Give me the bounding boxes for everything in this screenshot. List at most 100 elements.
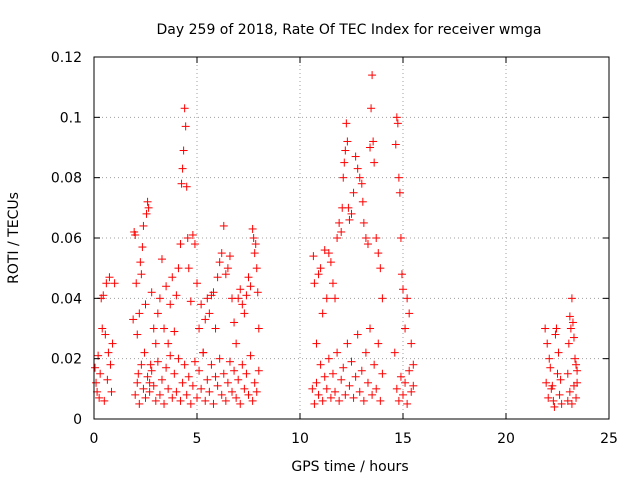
data-point — [162, 363, 171, 372]
data-point — [190, 240, 199, 249]
data-point — [182, 390, 191, 399]
data-point — [172, 291, 181, 300]
data-point — [197, 384, 206, 393]
data-point — [366, 324, 375, 333]
data-point — [143, 372, 152, 381]
data-point — [153, 357, 162, 366]
data-point — [248, 396, 257, 405]
data-point — [213, 381, 222, 390]
data-point — [392, 113, 401, 122]
data-point — [376, 264, 385, 273]
data-point — [567, 399, 576, 408]
data-point — [151, 339, 160, 348]
data-point — [549, 396, 558, 405]
data-point — [254, 366, 263, 375]
data-point — [199, 348, 208, 357]
data-point — [251, 240, 260, 249]
data-point — [324, 249, 333, 258]
data-point — [405, 309, 414, 318]
data-point — [254, 324, 263, 333]
data-point — [164, 339, 173, 348]
data-point — [155, 294, 164, 303]
data-point — [318, 309, 327, 318]
data-point — [209, 399, 218, 408]
data-point — [132, 279, 141, 288]
data-point — [370, 360, 379, 369]
data-point — [378, 294, 387, 303]
data-point — [217, 390, 226, 399]
data-point — [314, 270, 323, 279]
data-point — [172, 387, 181, 396]
data-point — [183, 234, 192, 242]
data-point — [217, 249, 226, 258]
data-point — [550, 402, 559, 411]
data-point — [568, 318, 577, 327]
data-point — [174, 264, 183, 273]
data-point — [184, 264, 193, 273]
data-point — [153, 309, 162, 318]
data-point — [102, 279, 111, 288]
chart-title: Day 259 of 2018, Rate Of TEC Index for r… — [157, 22, 542, 38]
data-point — [357, 366, 366, 375]
data-point — [142, 209, 151, 218]
data-point — [309, 252, 318, 261]
data-point — [310, 279, 319, 288]
data-point — [543, 339, 552, 348]
data-point — [240, 384, 249, 393]
data-point — [359, 218, 368, 227]
data-point — [396, 234, 405, 242]
data-point — [234, 294, 243, 303]
data-point — [201, 396, 210, 405]
data-point — [328, 369, 337, 378]
data-point — [351, 152, 360, 161]
data-point — [225, 357, 234, 366]
data-point — [563, 369, 572, 378]
data-point — [138, 243, 147, 252]
data-point — [353, 164, 362, 173]
data-point — [228, 387, 237, 396]
data-point — [162, 282, 171, 291]
data-point — [134, 369, 143, 378]
data-point — [230, 366, 239, 375]
data-point — [240, 309, 249, 318]
data-point — [108, 339, 117, 348]
data-point — [221, 396, 230, 405]
data-point — [335, 396, 344, 405]
data-point — [405, 366, 414, 375]
data-point — [248, 224, 257, 233]
data-point — [145, 378, 154, 387]
data-point — [331, 387, 340, 396]
data-point — [409, 360, 418, 369]
data-point — [104, 348, 113, 357]
data-point — [397, 270, 406, 279]
data-point — [146, 360, 155, 369]
data-point — [230, 318, 239, 327]
data-point — [186, 297, 195, 306]
data-point — [345, 381, 354, 390]
data-point — [322, 294, 331, 303]
y-tick-label: 0.02 — [51, 352, 82, 368]
data-point — [367, 104, 376, 113]
data-point — [207, 360, 216, 369]
data-point — [135, 309, 144, 318]
data-point — [555, 390, 564, 399]
data-point — [554, 348, 563, 357]
data-point — [322, 384, 331, 393]
data-point — [401, 324, 410, 333]
data-point — [133, 378, 142, 387]
data-point — [369, 137, 378, 146]
data-point — [143, 197, 152, 206]
data-point — [572, 360, 581, 369]
data-point — [349, 393, 358, 402]
x-tick-label: 25 — [600, 431, 618, 447]
data-point — [403, 399, 412, 408]
data-point — [105, 273, 114, 282]
axis-ticks: 0 5 10 15 20 25 0 0.02 0.04 0.06 0.08 0.1 0.12 — [51, 50, 618, 447]
x-tick-label: 5 — [193, 431, 202, 447]
data-point — [164, 384, 173, 393]
data-point — [312, 339, 321, 348]
data-point — [180, 104, 189, 113]
data-point — [223, 264, 232, 273]
data-point — [176, 396, 185, 405]
y-tick-label: 0.08 — [51, 171, 82, 187]
